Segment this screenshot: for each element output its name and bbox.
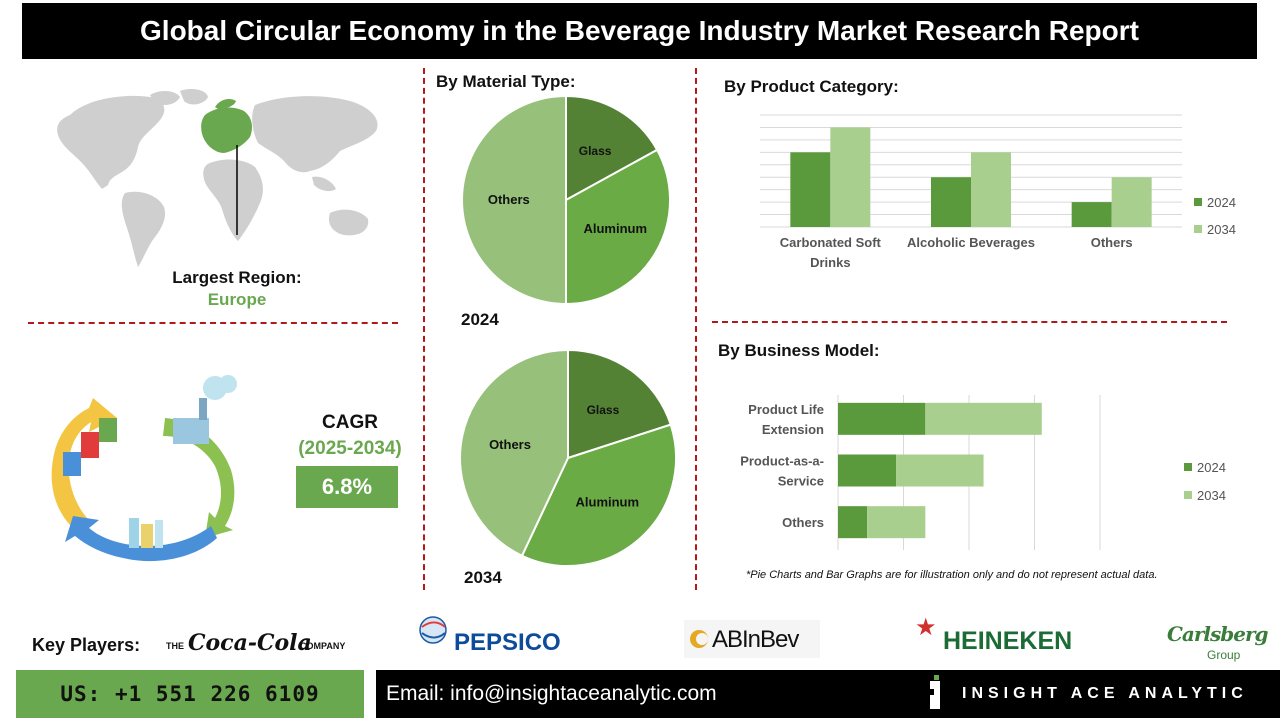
hbar-2034-0: [925, 402, 1042, 435]
bar-2034-2: [1111, 177, 1152, 227]
bar-2024-1: [931, 177, 971, 227]
pie-label-aluminum: Aluminum: [583, 221, 647, 236]
pie-slice-glass: [567, 348, 672, 460]
region-value: Europe: [207, 290, 267, 309]
legend-swatch-2024: [1184, 463, 1192, 471]
region-label: Largest Region:: [172, 268, 302, 287]
heineken-logo: ★ HEINEKEN: [915, 614, 1073, 655]
product-section-title: By Product Category:: [724, 77, 899, 96]
legend-label-2024: 2024: [1207, 195, 1236, 210]
hbar-2034-2: [867, 506, 926, 539]
footer-bar: Email: info@insightaceanalytic.com INSIG…: [376, 670, 1280, 718]
insightace-logo-icon: [930, 675, 940, 709]
material-section-title: By Material Type:: [436, 72, 576, 91]
abinbev-mark-icon: [690, 630, 708, 648]
category-label: Carbonated Soft: [780, 235, 882, 250]
legend-label-2024: 2024: [1197, 460, 1226, 475]
pie-slice-others: [459, 348, 569, 558]
category-label: Extension: [762, 422, 824, 437]
legend-swatch-2034: [1194, 225, 1202, 233]
brand-name: INSIGHT ACE ANALYTIC: [962, 685, 1248, 702]
bar-2024-0: [790, 152, 831, 227]
europe-highlight: [201, 107, 252, 153]
category-label: Drinks: [810, 255, 850, 270]
pie-slice-aluminum: [520, 423, 677, 567]
pie-label-others: Others: [489, 437, 531, 452]
disclaimer-note: *Pie Charts and Bar Graphs are for illus…: [746, 569, 1158, 581]
pie-slice-aluminum: [565, 148, 671, 306]
pie-chart-2034: Glass Aluminum Others: [459, 348, 677, 567]
star-icon: ★: [915, 614, 937, 641]
pie-2034-year: 2034: [464, 568, 502, 587]
category-label: Alcoholic Beverages: [907, 235, 1035, 250]
bar-2034-1: [971, 152, 1011, 227]
pie-label-others: Others: [488, 192, 530, 207]
divider-vertical-2: [695, 68, 697, 590]
business-model-chart: Product Life Extension Product-as-a- Servic…: [740, 395, 1226, 550]
divider-vertical-1: [423, 68, 425, 590]
category-label: Others: [1091, 235, 1133, 250]
hbar-2034-1: [896, 454, 984, 487]
abinbev-logo: ABInBev: [684, 620, 820, 658]
divider-right: [712, 321, 1227, 323]
pepsico-logo: PEPSICO: [418, 615, 588, 660]
pie-chart-2024: Glass Aluminum Others: [461, 94, 671, 306]
category-label: Service: [778, 474, 824, 489]
bar-2024-2: [1071, 202, 1112, 227]
hbar-2024-1: [838, 454, 897, 487]
hbar-2024-0: [838, 402, 926, 435]
pepsico-globe-icon: [419, 616, 447, 644]
pie-label-aluminum: Aluminum: [576, 495, 640, 510]
legend-label-2034: 2034: [1197, 488, 1226, 503]
world-map: [57, 89, 378, 267]
business-section-title: By Business Model:: [718, 341, 880, 360]
cagr-label: CAGR: [322, 412, 378, 433]
cagr-years: (2025-2034): [298, 438, 402, 459]
category-label: Product Life: [748, 402, 824, 417]
legend-swatch-2024: [1194, 198, 1202, 206]
pie-slice-glass: [565, 94, 659, 202]
legend-swatch-2034: [1184, 491, 1192, 499]
pie-2024-year: 2024: [461, 310, 499, 329]
key-players-label: Key Players:: [32, 635, 141, 655]
email-link[interactable]: Email: info@insightaceanalytic.com: [386, 682, 717, 705]
page-title: Global Circular Economy in the Beverage …: [22, 3, 1257, 59]
phone-number[interactable]: US: +1 551 226 6109: [16, 670, 364, 718]
carlsberg-logo: Carlsberg Group: [1167, 622, 1269, 662]
cocacola-logo: THE Coca-Cola COMPANY: [166, 630, 346, 656]
hbar-2024-2: [838, 506, 868, 539]
bar-2034-0: [830, 127, 871, 227]
circular-economy-illustration: [51, 375, 237, 562]
divider-left: [28, 322, 398, 324]
category-label: Product-as-a-: [740, 454, 824, 469]
pie-label-glass: Glass: [579, 144, 612, 158]
pie-label-glass: Glass: [587, 403, 620, 417]
category-label: Others: [782, 515, 824, 530]
cagr-value: 6.8%: [296, 466, 398, 508]
legend-label-2034: 2034: [1207, 222, 1236, 237]
product-category-chart: Carbonated Soft Drinks Alcoholic Beverages…: [760, 114, 1236, 270]
pie-slice-others: [461, 94, 567, 306]
